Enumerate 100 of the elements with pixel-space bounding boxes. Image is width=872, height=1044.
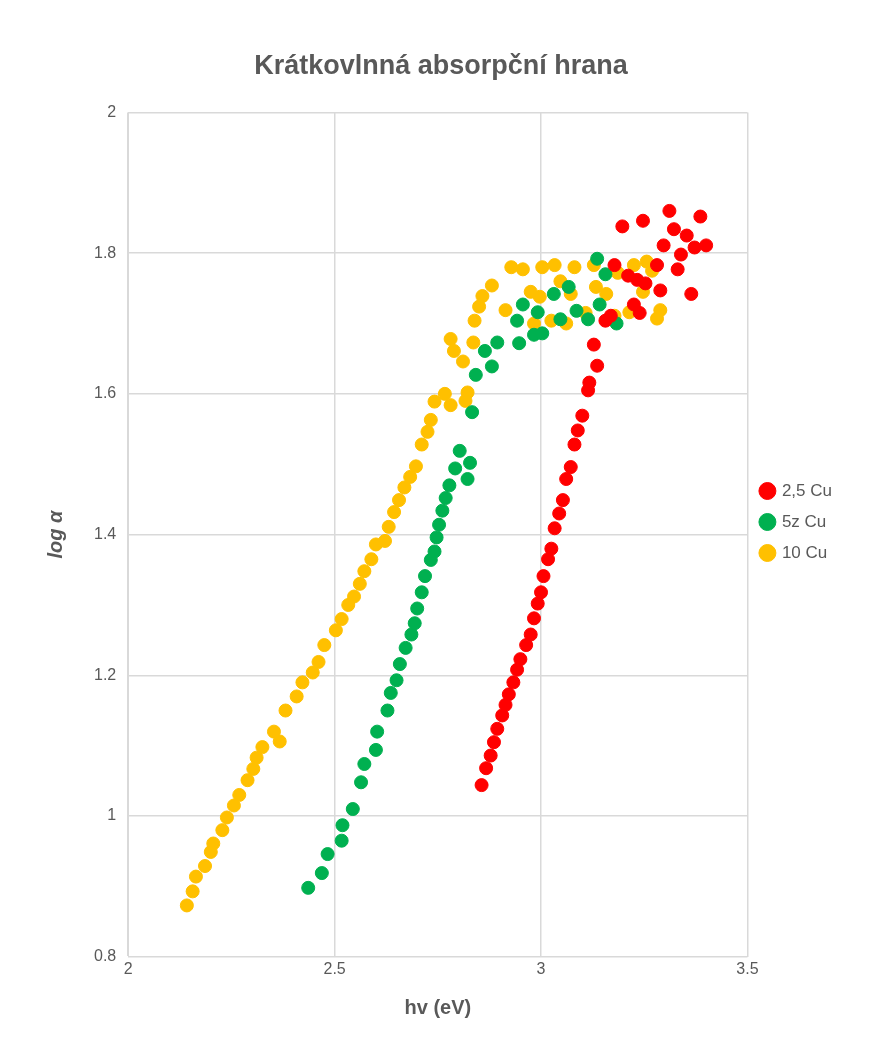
- point: [370, 724, 385, 739]
- point: [407, 616, 422, 631]
- point: [368, 742, 383, 757]
- point: [427, 544, 442, 559]
- point: [546, 286, 561, 301]
- point: [530, 305, 545, 320]
- point: [486, 735, 501, 750]
- point: [561, 279, 576, 294]
- point: [519, 638, 534, 653]
- point: [684, 286, 699, 301]
- point: [410, 601, 425, 616]
- point: [380, 703, 395, 718]
- point: [345, 802, 360, 817]
- point: [582, 375, 597, 390]
- point: [515, 297, 530, 312]
- point: [569, 303, 584, 318]
- legend-label: 10 Cu: [781, 542, 828, 562]
- legend-label: 5z Cu: [781, 511, 827, 531]
- point: [404, 627, 419, 642]
- point: [392, 657, 407, 672]
- x-tick-label: 2: [123, 959, 133, 977]
- point: [656, 238, 671, 253]
- point: [320, 847, 335, 862]
- point: [474, 778, 489, 793]
- point: [575, 408, 590, 423]
- point: [335, 818, 350, 833]
- point: [553, 312, 568, 327]
- y-tick-label: 0.8: [93, 947, 117, 965]
- point: [693, 209, 708, 224]
- point: [670, 262, 685, 277]
- point: [483, 748, 498, 763]
- point: [398, 640, 413, 655]
- point: [513, 652, 528, 667]
- point: [418, 569, 433, 584]
- point: [435, 503, 450, 518]
- chart-title: Krátkovlnná absorpční hrana: [254, 49, 629, 80]
- point: [506, 675, 521, 690]
- point: [465, 405, 480, 420]
- point: [544, 541, 559, 556]
- x-tick-label: 3.5: [736, 959, 759, 977]
- point: [354, 775, 369, 790]
- point: [477, 343, 492, 358]
- point: [559, 472, 574, 487]
- point: [501, 687, 516, 702]
- point: [598, 267, 613, 282]
- point: [673, 247, 688, 262]
- point: [414, 585, 429, 600]
- point: [484, 359, 499, 374]
- point: [570, 423, 585, 438]
- point: [383, 685, 398, 700]
- point: [635, 213, 650, 228]
- point: [603, 308, 618, 323]
- point: [523, 627, 538, 642]
- point: [448, 461, 463, 476]
- point: [432, 517, 447, 532]
- y-tick-label: 1.4: [93, 525, 117, 543]
- point: [530, 596, 545, 611]
- point: [512, 336, 527, 351]
- point: [650, 258, 665, 273]
- point: [479, 761, 494, 776]
- point: [460, 472, 475, 487]
- point: [666, 222, 681, 237]
- y-tick-label: 1.6: [93, 384, 117, 402]
- point: [429, 530, 444, 545]
- point: [463, 455, 478, 470]
- y-axis-title: log α: [43, 509, 66, 559]
- point: [555, 493, 570, 508]
- point: [468, 367, 483, 382]
- point: [586, 337, 601, 352]
- point: [638, 276, 653, 291]
- point: [590, 358, 605, 373]
- point: [547, 521, 562, 536]
- point: [334, 833, 349, 848]
- point: [590, 251, 605, 266]
- point: [438, 491, 453, 506]
- point: [699, 238, 714, 253]
- y-tick-label: 1.2: [93, 665, 117, 683]
- x-tick-label: 2.5: [323, 959, 346, 977]
- point: [607, 258, 622, 273]
- y-tick-label: 2: [107, 102, 117, 120]
- point: [567, 437, 582, 452]
- point: [615, 219, 630, 234]
- point: [662, 203, 677, 218]
- point: [442, 478, 457, 493]
- y-tick-label: 1: [107, 806, 117, 824]
- x-tick-label: 3: [536, 959, 546, 977]
- point: [490, 335, 505, 350]
- point: [389, 673, 404, 688]
- point: [563, 460, 578, 475]
- point: [632, 305, 647, 320]
- point: [536, 569, 551, 584]
- point: [357, 757, 372, 771]
- point: [552, 506, 567, 521]
- point: [301, 880, 316, 895]
- point: [592, 297, 607, 312]
- point: [687, 240, 702, 255]
- y-tick-label: 1.8: [93, 243, 117, 261]
- point: [490, 721, 505, 736]
- point: [581, 312, 596, 327]
- point: [679, 228, 694, 243]
